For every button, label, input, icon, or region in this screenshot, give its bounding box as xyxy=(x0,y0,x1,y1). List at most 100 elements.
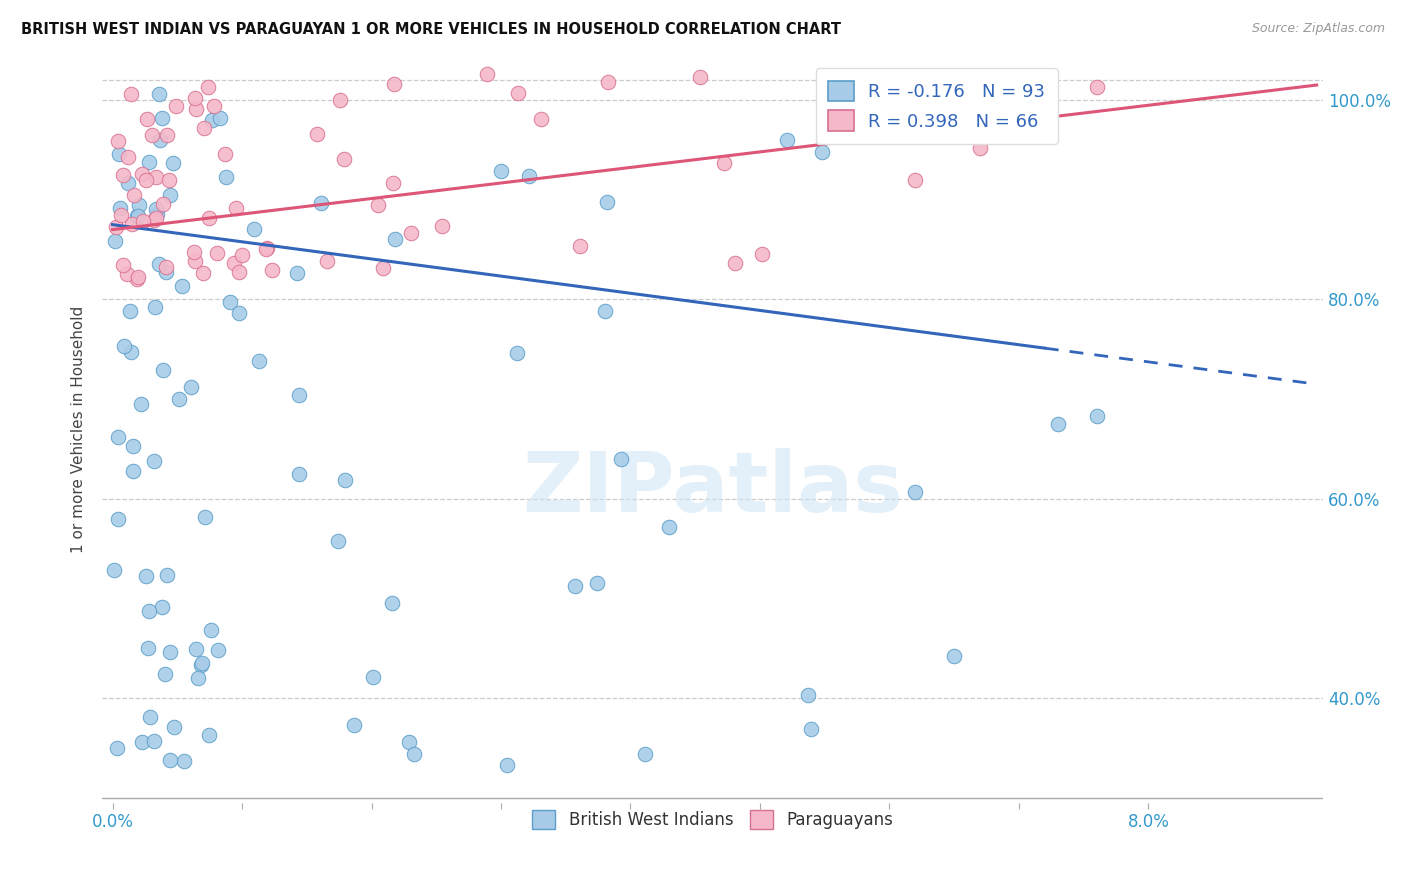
Point xyxy=(610,451,633,466)
Point xyxy=(136,641,159,656)
Point xyxy=(207,643,229,657)
Point xyxy=(117,176,139,190)
Point xyxy=(117,151,139,165)
Point xyxy=(1085,409,1108,423)
Point xyxy=(150,111,173,125)
Text: BRITISH WEST INDIAN VS PARAGUAYAN 1 OR MORE VEHICLES IN HOUSEHOLD CORRELATION CH: BRITISH WEST INDIAN VS PARAGUAYAN 1 OR M… xyxy=(21,22,841,37)
Point xyxy=(491,164,513,178)
Point xyxy=(112,339,135,353)
Point xyxy=(180,380,202,394)
Point xyxy=(361,670,384,684)
Point xyxy=(111,169,134,183)
Point xyxy=(145,170,167,185)
Point xyxy=(159,753,181,767)
Point xyxy=(191,266,214,280)
Point xyxy=(103,564,125,578)
Point xyxy=(183,91,205,105)
Point xyxy=(219,295,242,310)
Point xyxy=(751,247,773,261)
Point xyxy=(163,720,186,734)
Point xyxy=(155,260,177,274)
Point xyxy=(162,156,184,170)
Point xyxy=(689,70,711,84)
Point xyxy=(172,279,194,293)
Point xyxy=(316,254,339,268)
Point xyxy=(138,154,160,169)
Point xyxy=(127,270,149,285)
Point xyxy=(103,234,125,248)
Point xyxy=(157,173,180,187)
Point xyxy=(495,757,517,772)
Point xyxy=(398,735,420,749)
Point xyxy=(191,656,214,670)
Point xyxy=(256,241,278,255)
Point xyxy=(1046,417,1069,432)
Point xyxy=(309,196,332,211)
Point xyxy=(159,645,181,659)
Point xyxy=(121,217,143,231)
Point xyxy=(105,220,128,235)
Point xyxy=(288,388,311,402)
Point xyxy=(797,688,820,702)
Point xyxy=(145,211,167,226)
Point xyxy=(598,75,620,89)
Point xyxy=(225,202,247,216)
Point xyxy=(152,197,174,211)
Point xyxy=(593,304,616,318)
Point xyxy=(202,99,225,113)
Point xyxy=(187,671,209,685)
Point xyxy=(186,102,208,116)
Point xyxy=(129,397,152,411)
Text: Source: ZipAtlas.com: Source: ZipAtlas.com xyxy=(1251,22,1385,36)
Point xyxy=(138,604,160,618)
Point xyxy=(329,93,352,107)
Point xyxy=(107,134,129,148)
Point xyxy=(243,221,266,235)
Point xyxy=(200,623,222,637)
Point xyxy=(658,520,681,534)
Point xyxy=(215,169,238,184)
Point xyxy=(105,741,128,756)
Point xyxy=(148,257,170,271)
Point xyxy=(1085,80,1108,95)
Point xyxy=(430,219,453,234)
Point xyxy=(148,87,170,102)
Point xyxy=(586,576,609,591)
Point xyxy=(247,354,270,368)
Point xyxy=(198,211,221,225)
Point xyxy=(143,733,166,747)
Point xyxy=(381,597,404,611)
Point xyxy=(183,253,205,268)
Point xyxy=(197,728,219,742)
Point xyxy=(149,132,172,146)
Point xyxy=(122,187,145,202)
Y-axis label: 1 or more Vehicles in Household: 1 or more Vehicles in Household xyxy=(72,305,86,553)
Point xyxy=(107,430,129,444)
Point xyxy=(371,260,394,275)
Point xyxy=(402,747,425,761)
Point xyxy=(724,256,747,270)
Legend: British West Indians, Paraguayans: British West Indians, Paraguayans xyxy=(526,803,900,836)
Point xyxy=(183,245,205,260)
Point xyxy=(333,153,356,167)
Point xyxy=(207,246,229,260)
Point xyxy=(159,188,181,202)
Point xyxy=(285,266,308,280)
Point xyxy=(381,176,404,190)
Point xyxy=(120,304,142,318)
Point xyxy=(127,210,149,224)
Point xyxy=(367,198,389,212)
Point xyxy=(135,569,157,583)
Point xyxy=(145,202,167,217)
Point xyxy=(156,128,179,142)
Point xyxy=(132,213,155,227)
Point xyxy=(120,344,142,359)
Point xyxy=(122,464,145,478)
Point xyxy=(564,579,586,593)
Point xyxy=(477,67,499,81)
Point xyxy=(262,262,284,277)
Point xyxy=(142,454,165,468)
Point xyxy=(135,173,157,187)
Point xyxy=(155,568,177,582)
Point xyxy=(634,747,657,761)
